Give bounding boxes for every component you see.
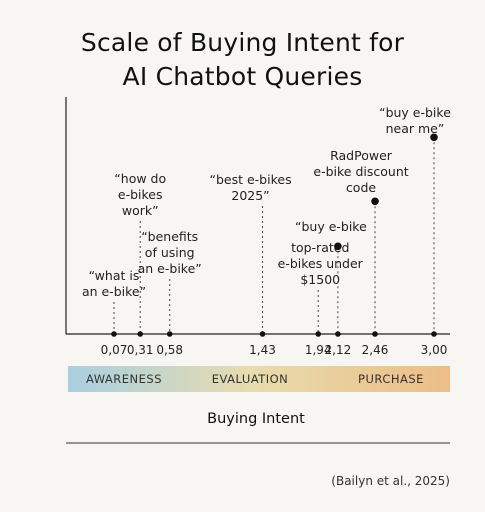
- x-tick-label: 2,46: [362, 343, 389, 357]
- chart-title: Scale of Buying Intent for AI Chatbot Qu…: [0, 26, 485, 94]
- axis-point: [431, 331, 437, 337]
- query-label: near me”: [386, 121, 445, 136]
- x-tick-label: 0,31: [127, 343, 154, 357]
- x-tick-label: 1,94: [305, 343, 332, 357]
- axis-point: [372, 331, 378, 337]
- query-label: “how do: [114, 171, 166, 186]
- query-label: RadPower: [330, 148, 393, 163]
- stage-label-awareness: AWARENESS: [86, 372, 162, 386]
- x-tick-label: 2,12: [325, 343, 352, 357]
- citation: (Bailyn et al., 2025): [331, 474, 450, 488]
- query-label: e-bikes under: [278, 256, 364, 271]
- x-tick-label: 3,00: [421, 343, 448, 357]
- query-label: of using: [145, 245, 195, 260]
- query-label: $1500: [300, 272, 340, 287]
- query-label: “what is: [89, 268, 140, 283]
- axis-point: [137, 331, 144, 337]
- query-label: e-bikes: [118, 187, 163, 202]
- chart-title-line-2: AI Chatbot Queries: [122, 62, 363, 91]
- query-label: an e-bike”: [82, 284, 146, 299]
- query-label: work”: [122, 203, 159, 218]
- x-tick-label: 0,07: [101, 343, 128, 357]
- query-label: an e-bike”: [138, 261, 202, 276]
- stage-label-evaluation: EVALUATION: [212, 372, 289, 386]
- stage-label-purchase: PURCHASE: [358, 372, 424, 386]
- query-label: e-bike discount: [313, 164, 408, 179]
- chart-title-line-1: Scale of Buying Intent for: [80, 28, 405, 57]
- axis-point: [335, 331, 341, 337]
- query-label: top-rated: [291, 240, 349, 255]
- data-point: [430, 133, 438, 142]
- axis-point: [111, 331, 117, 337]
- query-label: code: [346, 180, 376, 195]
- data-point: [371, 197, 379, 206]
- x-tick-label: 0,58: [156, 343, 183, 357]
- query-label: “buy e-bike: [379, 105, 451, 120]
- axis-point: [259, 331, 266, 337]
- query-label: “best e-bikes: [209, 172, 291, 187]
- query-label: 2025”: [231, 188, 269, 203]
- x-tick-label: 1,43: [249, 343, 276, 357]
- query-label: “benefits: [141, 229, 198, 244]
- axis-point: [166, 331, 173, 337]
- query-label: “buy e-bike: [295, 219, 367, 234]
- data-point: [334, 242, 342, 251]
- stage-band: [68, 366, 450, 392]
- axis-point: [315, 331, 322, 337]
- x-axis-title: Buying Intent: [207, 411, 305, 427]
